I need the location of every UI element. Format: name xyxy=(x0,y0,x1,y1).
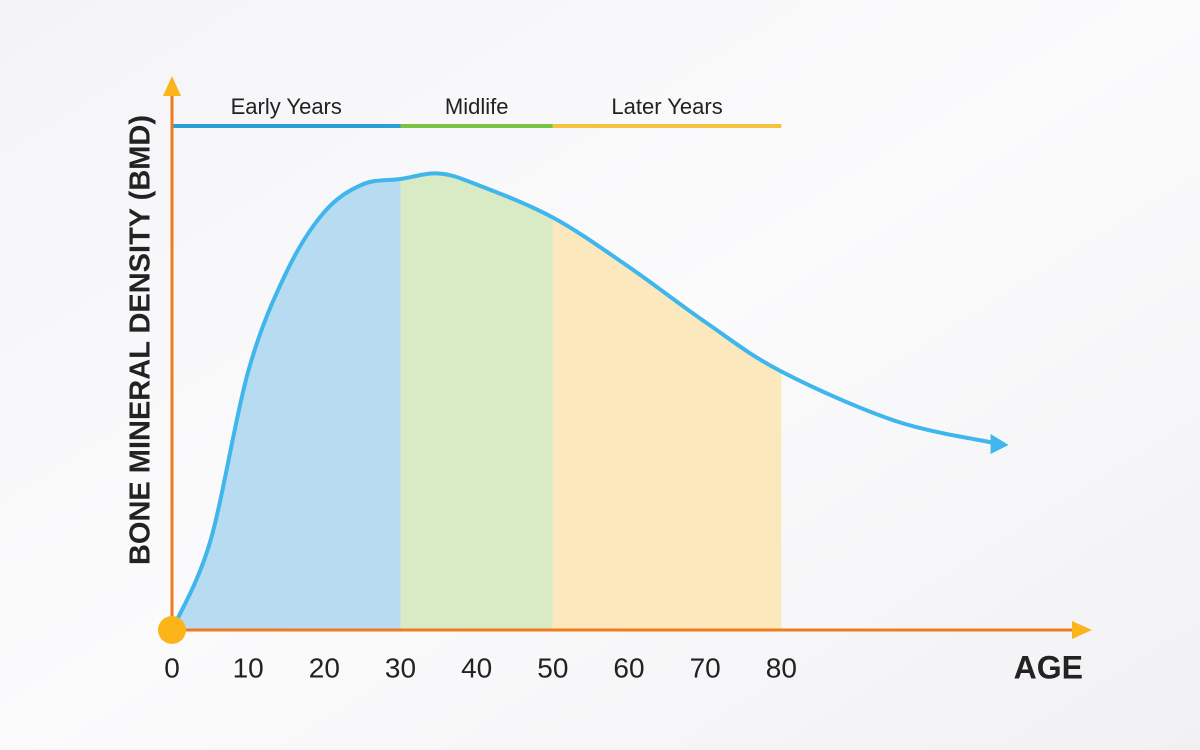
x-tick-label: 30 xyxy=(385,652,416,683)
y-axis-label: BONE MINERAL DENSITY (BMD) xyxy=(125,115,157,565)
x-tick-label: 50 xyxy=(537,652,568,683)
y-axis-arrow xyxy=(163,76,181,96)
x-tick-label: 60 xyxy=(613,652,644,683)
phase-bar xyxy=(400,124,553,128)
curve-arrow xyxy=(990,434,1009,454)
origin-dot xyxy=(158,616,186,644)
x-tick-label: 10 xyxy=(233,652,264,683)
x-axis-arrow xyxy=(1072,621,1092,639)
phase-band xyxy=(400,173,553,630)
phase-label: Early Years xyxy=(231,94,342,119)
x-tick-label: 20 xyxy=(309,652,340,683)
x-tick-label: 0 xyxy=(164,652,180,683)
phase-bar xyxy=(172,124,401,128)
x-tick-label: 80 xyxy=(766,652,797,683)
bmd-curve xyxy=(170,171,996,631)
phase-bar xyxy=(552,124,782,128)
phase-label: Later Years xyxy=(611,94,722,119)
phase-label: Midlife xyxy=(445,94,509,119)
x-tick-label: 70 xyxy=(690,652,721,683)
x-tick-label: 40 xyxy=(461,652,492,683)
x-axis-label: AGE xyxy=(1014,649,1083,685)
